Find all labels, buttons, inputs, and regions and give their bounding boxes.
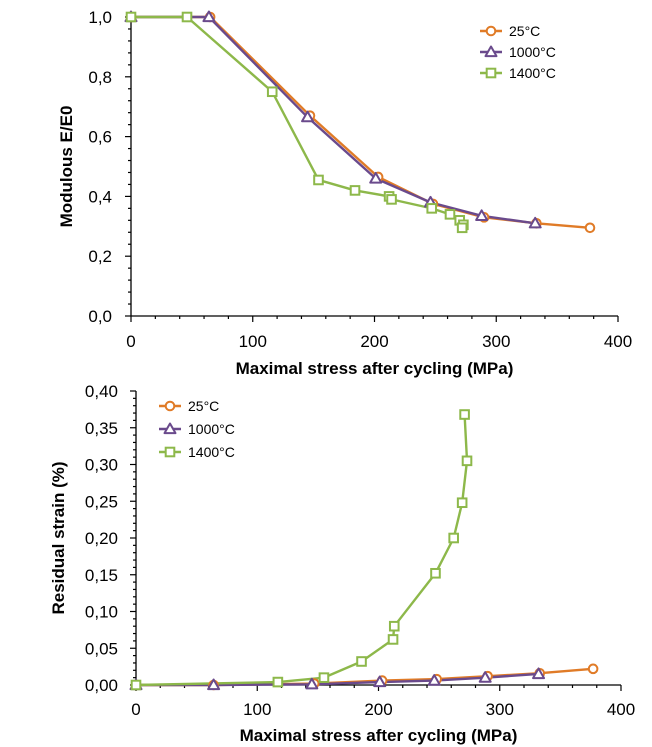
- y-tick-label: 1,0: [88, 8, 112, 27]
- data-point: [130, 679, 142, 691]
- y-tick-label: 0,15: [85, 566, 118, 585]
- x-tick-label: 200: [360, 332, 388, 351]
- data-point: [266, 86, 278, 98]
- data-point: [426, 203, 438, 214]
- y-tick-label: 0,20: [85, 529, 118, 548]
- data-point: [388, 620, 400, 632]
- legend-marker: [164, 446, 176, 458]
- x-tick-label: 300: [482, 332, 510, 351]
- data-point: [207, 678, 221, 691]
- y-tick-label: 0,40: [85, 382, 118, 401]
- data-point: [475, 209, 489, 221]
- x-tick-label: 100: [243, 700, 271, 719]
- x-axis-title: Maximal stress after cycling (MPa): [240, 726, 518, 745]
- data-point: [349, 185, 361, 196]
- y-tick-label: 0,8: [88, 68, 112, 87]
- x-axis-title: Maximal stress after cycling (MPa): [236, 359, 514, 378]
- residual-strain-chart: 0 100 200 300 400 0,00 0,05 0,10 0,15 0,20 0,25 0,3…: [49, 382, 635, 745]
- data-point: [373, 675, 387, 688]
- data-point: [369, 171, 383, 184]
- legend-label: 1000°C: [509, 44, 556, 60]
- y-tick-label: 0,0: [88, 307, 112, 326]
- data-point: [125, 11, 137, 23]
- x-tick-label: 400: [604, 332, 632, 351]
- legend-label: 1400°C: [188, 444, 235, 460]
- legend-label: 1400°C: [509, 65, 556, 81]
- data-point: [461, 455, 473, 467]
- y-axis-title: Residual strain (%): [49, 461, 68, 614]
- series-line: [131, 15, 536, 225]
- data-point: [305, 677, 319, 690]
- y-tick-label: 0,4: [88, 187, 112, 206]
- data-point: [456, 222, 468, 234]
- legend-marker: [485, 67, 497, 79]
- y-tick-label: 0,6: [88, 128, 112, 147]
- data-point: [272, 676, 284, 688]
- data-point: [430, 567, 441, 579]
- data-point: [181, 11, 193, 23]
- data-point: [456, 497, 468, 509]
- data-point: [478, 671, 492, 683]
- x-tick-label: 0: [126, 332, 135, 351]
- x-tick-label: 100: [239, 332, 267, 351]
- x-tick-label: 200: [364, 700, 392, 719]
- y-axis-title: Modulous E/E0: [57, 106, 76, 228]
- data-point: [448, 532, 459, 544]
- x-tick-label: 300: [486, 700, 514, 719]
- legend-label: 1000°C: [188, 421, 235, 437]
- data-point: [386, 194, 397, 205]
- y-tick-label: 0,25: [85, 492, 118, 511]
- x-tick-label: 400: [607, 700, 635, 719]
- y-tick-label: 0,10: [85, 603, 118, 622]
- data-point: [427, 674, 441, 686]
- data-point: [584, 222, 596, 234]
- legend-marker: [163, 422, 177, 435]
- data-point: [532, 667, 546, 680]
- data-point: [587, 663, 599, 675]
- data-point: [301, 110, 315, 123]
- data-point: [356, 656, 367, 667]
- data-point: [528, 216, 542, 229]
- y-tick-label: 0,05: [85, 639, 118, 658]
- data-point: [444, 209, 456, 220]
- legend-marker: [485, 25, 497, 37]
- legend-label: 25°C: [509, 23, 540, 39]
- series-line: [135, 414, 469, 687]
- data-point: [313, 174, 324, 186]
- y-tick-label: 0,2: [88, 247, 112, 266]
- data-point: [459, 409, 470, 420]
- data-point: [387, 634, 399, 645]
- data-point: [318, 672, 330, 683]
- legend-marker: [164, 400, 176, 412]
- legend-label: 25°C: [188, 398, 219, 414]
- modulus-chart: 0 100 200 300 400 0,0 0,2 0,4 0,6 0,8 1,0 Maximal s…: [57, 8, 632, 378]
- y-tick-label: 0,35: [85, 419, 118, 438]
- x-tick-label: 0: [131, 700, 140, 719]
- y-tick-label: 0,00: [85, 676, 118, 695]
- data-point: [202, 10, 216, 23]
- legend-marker: [484, 45, 498, 58]
- y-tick-label: 0,30: [85, 456, 118, 475]
